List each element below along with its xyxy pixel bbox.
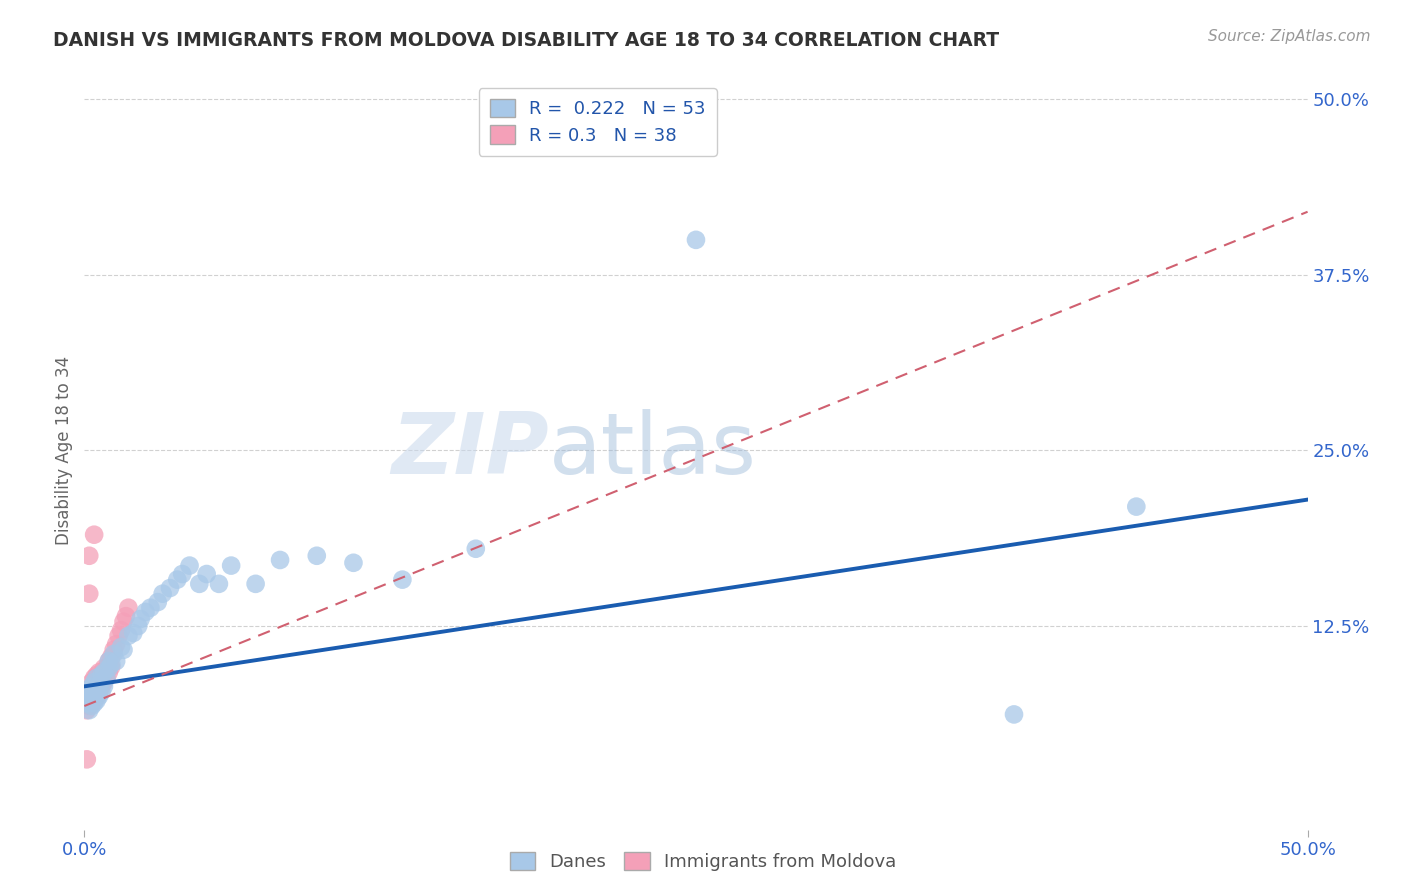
Point xyxy=(1002,707,1025,722)
Point xyxy=(87,665,110,680)
Point xyxy=(96,671,118,685)
Point xyxy=(86,682,108,697)
Point xyxy=(139,600,162,615)
Legend: Danes, Immigrants from Moldova: Danes, Immigrants from Moldova xyxy=(502,845,904,879)
Point xyxy=(87,689,110,703)
Point xyxy=(83,671,105,685)
Point xyxy=(1125,500,1147,514)
Point xyxy=(97,654,120,668)
Point xyxy=(179,558,201,573)
Point xyxy=(107,629,129,643)
Point xyxy=(391,573,413,587)
Y-axis label: Disability Age 18 to 34: Disability Age 18 to 34 xyxy=(55,356,73,545)
Point xyxy=(115,609,138,624)
Point xyxy=(172,567,194,582)
Point xyxy=(146,595,169,609)
Text: ZIP: ZIP xyxy=(391,409,550,492)
Point xyxy=(87,685,110,699)
Point xyxy=(110,640,132,654)
Point xyxy=(76,703,98,717)
Point xyxy=(105,654,128,668)
Point xyxy=(188,577,211,591)
Point xyxy=(77,698,100,713)
Point xyxy=(80,689,103,703)
Point xyxy=(77,549,100,563)
Point xyxy=(86,668,108,682)
Point xyxy=(305,549,328,563)
Point xyxy=(77,682,100,697)
Point xyxy=(135,605,157,619)
Point xyxy=(97,665,120,680)
Point xyxy=(152,587,174,601)
Point xyxy=(77,689,100,703)
Point xyxy=(195,567,218,582)
Point xyxy=(112,643,135,657)
Point xyxy=(208,577,231,591)
Point xyxy=(219,558,242,573)
Text: Source: ZipAtlas.com: Source: ZipAtlas.com xyxy=(1208,29,1371,44)
Point xyxy=(86,671,108,685)
Point xyxy=(129,612,152,626)
Point xyxy=(80,685,103,699)
Point xyxy=(464,541,486,556)
Point xyxy=(80,675,103,690)
Point xyxy=(245,577,267,591)
Point xyxy=(76,752,98,766)
Point xyxy=(76,696,98,710)
Point xyxy=(86,679,108,693)
Point xyxy=(103,647,125,661)
Point xyxy=(112,615,135,629)
Point xyxy=(83,693,105,707)
Point xyxy=(90,685,112,699)
Point xyxy=(97,661,120,675)
Point xyxy=(97,654,120,668)
Point xyxy=(83,675,105,690)
Text: atlas: atlas xyxy=(550,409,758,492)
Point xyxy=(80,698,103,713)
Point xyxy=(83,682,105,697)
Point xyxy=(93,661,115,675)
Point xyxy=(103,643,125,657)
Point xyxy=(80,679,103,693)
Point xyxy=(77,693,100,707)
Point xyxy=(96,671,118,685)
Point xyxy=(86,693,108,707)
Point xyxy=(93,679,115,693)
Point xyxy=(87,678,110,692)
Point xyxy=(90,679,112,693)
Point xyxy=(83,527,105,541)
Point xyxy=(342,556,364,570)
Point xyxy=(117,629,139,643)
Point xyxy=(77,682,100,697)
Point xyxy=(127,619,149,633)
Point xyxy=(110,623,132,637)
Point xyxy=(93,665,115,680)
Point xyxy=(96,661,118,675)
Point xyxy=(159,581,181,595)
Point xyxy=(76,693,98,707)
Point xyxy=(83,696,105,710)
Point xyxy=(269,553,291,567)
Point xyxy=(90,668,112,682)
Point xyxy=(77,703,100,717)
Point xyxy=(685,233,707,247)
Point xyxy=(100,659,122,673)
Point xyxy=(100,649,122,664)
Point xyxy=(86,689,108,703)
Point xyxy=(76,689,98,703)
Legend: R =  0.222   N = 53, R = 0.3   N = 38: R = 0.222 N = 53, R = 0.3 N = 38 xyxy=(478,88,717,155)
Point xyxy=(93,675,115,690)
Point xyxy=(117,600,139,615)
Point xyxy=(90,668,112,682)
Point xyxy=(83,685,105,699)
Point xyxy=(80,696,103,710)
Point xyxy=(122,626,145,640)
Point xyxy=(87,675,110,690)
Text: DANISH VS IMMIGRANTS FROM MOLDOVA DISABILITY AGE 18 TO 34 CORRELATION CHART: DANISH VS IMMIGRANTS FROM MOLDOVA DISABI… xyxy=(53,31,1000,50)
Point xyxy=(77,587,100,601)
Point xyxy=(166,573,188,587)
Point xyxy=(105,637,128,651)
Point xyxy=(100,657,122,671)
